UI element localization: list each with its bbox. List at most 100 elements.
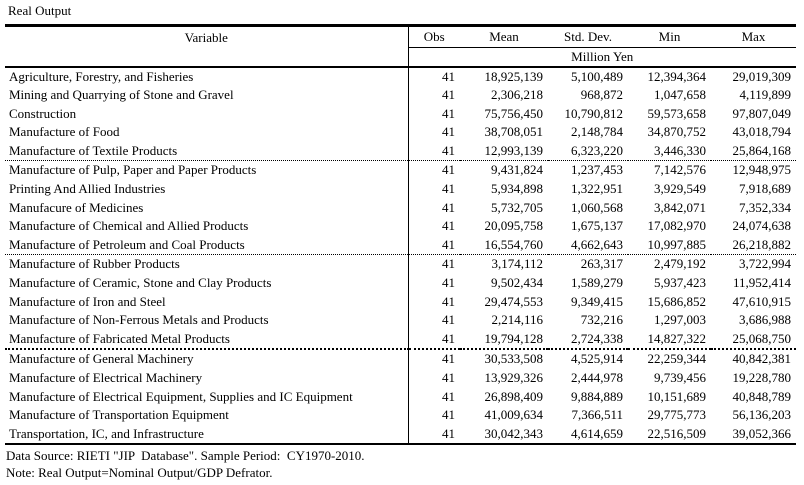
mean-cell: 16,554,760	[460, 235, 548, 256]
table-row: Manufacture of Fabricated Metal Products…	[5, 329, 796, 351]
obs-cell: 41	[407, 217, 460, 236]
table-row: Manufacture of Textile Products 41 12,993,…	[5, 141, 796, 162]
variable-cell: Manufacture of Transportation Equipment	[9, 407, 229, 423]
min-cell: 59,573,658	[647, 105, 707, 121]
mean-cell: 41,009,634	[484, 407, 544, 423]
obs-cell: 41	[407, 198, 460, 218]
std-dev-cell: 6,323,220	[548, 141, 628, 162]
std-dev-cell: 4,662,643	[548, 235, 628, 256]
mean-cell: 26,898,409	[484, 388, 544, 404]
min-cell: 7,142,576	[654, 162, 706, 178]
table-row: Construction 41 75,756,450 10,790,812 59,573…	[5, 104, 796, 124]
max-cell: 97,807,049	[732, 105, 792, 121]
max-cell: 7,352,334	[739, 199, 791, 215]
obs-cell: 41	[407, 86, 460, 105]
min-cell: 1,047,658	[654, 87, 706, 103]
min-cell: 1,297,003	[654, 312, 706, 328]
variable-cell: Manufacture of General Machinery	[9, 351, 194, 367]
table-row: Manufacture of Food 41 38,708,051 2,148,784…	[5, 123, 796, 142]
unit-header: Million Yen	[407, 47, 796, 67]
variable-cell: Manufacture of Chemical and Allied Produ…	[9, 218, 249, 234]
variable-cell: Manufacture of Petroleum and Coal Produc…	[5, 235, 408, 256]
table-row: Printing And Allied Industries 41 5,934,89…	[5, 180, 796, 199]
max-cell: 25,068,750	[711, 329, 796, 351]
std-dev-cell: 9,349,415	[571, 293, 623, 309]
table-row: Manufacture of Chemical and Allied Produ…	[5, 217, 796, 236]
variable-cell: Construction	[9, 105, 77, 121]
column-header-row: Variable Obs Mean Std. Dev. Min Max	[5, 25, 796, 48]
mean-cell: 9,431,824	[491, 162, 543, 178]
std-dev-cell: 9,884,889	[571, 388, 623, 404]
variable-cell: Manufacture of Fabricated Metal Products	[5, 329, 408, 351]
min-cell: 22,259,344	[647, 351, 707, 367]
max-cell: 19,228,780	[732, 370, 792, 385]
variable-cell: Manufacture of Electrical Equipment, Sup…	[9, 388, 353, 404]
std-dev-cell: 4,614,659	[571, 425, 623, 441]
min-cell: 29,775,773	[647, 407, 707, 423]
std-dev-cell: 2,148,784	[571, 124, 623, 140]
table-row: Manufacture of Rubber Products 41 3,174,11…	[5, 254, 796, 275]
obs-cell: 41	[407, 292, 460, 312]
std-dev-cell: 5,100,489	[548, 65, 628, 87]
max-cell: 29,019,309	[711, 65, 796, 87]
column-header-variable: Variable	[184, 30, 228, 45]
table-row: Transportation, IC, and Infrastructure 41…	[5, 424, 796, 445]
obs-cell: 41	[407, 254, 460, 275]
std-dev-cell: 1,060,568	[571, 199, 623, 215]
table-row: Manufacture of Pulp, Paper and Paper Pro…	[5, 160, 796, 181]
mean-cell: 5,934,898	[491, 181, 543, 197]
max-cell: 56,136,203	[732, 407, 792, 423]
footer-data-source: Data Source: RIETI "JIP Database". Sampl…	[6, 448, 365, 464]
min-cell: 15,686,852	[647, 293, 707, 309]
max-cell: 47,610,915	[732, 293, 792, 309]
std-dev-cell: 4,525,914	[571, 351, 623, 367]
variable-cell: Printing And Allied Industries	[9, 181, 166, 197]
obs-cell: 41	[407, 329, 460, 351]
obs-cell: 41	[407, 123, 460, 142]
variable-cell: Agriculture, Forestry, and Fisheries	[5, 65, 408, 87]
mean-cell: 30,533,508	[484, 351, 544, 367]
max-cell: 7,918,689	[739, 181, 791, 197]
variable-cell: Manufacture of Non-Ferrous Metals and Pr…	[9, 312, 269, 328]
variable-cell: Manufacture of Ceramic, Stone and Clay P…	[9, 275, 272, 291]
obs-cell: 41	[407, 235, 460, 256]
table-body: Agriculture, Forestry, and Fisheries 41 18…	[5, 65, 796, 445]
min-cell: 3,929,549	[654, 181, 706, 197]
obs-cell: 41	[407, 180, 460, 199]
min-cell: 14,827,322	[628, 329, 711, 351]
obs-cell: 41	[407, 65, 460, 87]
table-row: Manufacture of Non-Ferrous Metals and Pr…	[5, 311, 796, 330]
variable-cell: Manufacture of Iron and Steel	[9, 293, 166, 309]
max-cell: 24,074,638	[732, 218, 792, 234]
obs-cell: 41	[407, 274, 460, 293]
table-row: Manufacture of General Machinery 41 30,533…	[5, 349, 796, 369]
footer-note: Note: Real Output=Nominal Output/GDP Def…	[6, 465, 273, 481]
mean-cell: 5,732,705	[491, 199, 543, 215]
obs-cell: 41	[407, 141, 460, 162]
table-row: Manufacture of Petroleum and Coal Produc…	[5, 235, 796, 256]
variable-cell: Manufacture of Pulp, Paper and Paper Pro…	[9, 162, 257, 178]
max-cell: 11,952,414	[732, 275, 791, 291]
table-notes: Data Source: RIETI "JIP Database". Sampl…	[6, 447, 804, 481]
min-cell: 3,842,071	[654, 199, 706, 215]
max-cell: 40,842,381	[732, 351, 792, 367]
max-cell: 12,948,975	[732, 162, 792, 178]
obs-cell: 41	[407, 369, 460, 388]
std-dev-cell: 1,675,137	[571, 218, 623, 234]
obs-cell: 41	[407, 349, 460, 369]
column-header-obs: Obs	[407, 25, 460, 48]
min-cell: 10,997,885	[628, 235, 711, 256]
mean-cell: 13,929,326	[484, 370, 544, 385]
table-row: Agriculture, Forestry, and Fisheries 41 18…	[5, 65, 796, 87]
min-cell: 9,739,456	[654, 370, 706, 385]
variable-cell: Manufacture of Rubber Products	[9, 256, 180, 272]
mean-cell: 2,214,116	[491, 312, 543, 328]
std-dev-cell: 263,317	[580, 256, 623, 272]
table-header: Variable Obs Mean Std. Dev. Min Max Mill…	[5, 25, 796, 67]
variable-cell: Transportation, IC, and Infrastructure	[9, 425, 204, 441]
table-row: Manufacture of Electrical Machinery 41 13,…	[5, 369, 796, 388]
max-cell: 4,119,899	[739, 87, 791, 103]
mean-cell: 75,756,450	[484, 105, 544, 121]
obs-cell: 41	[407, 104, 460, 124]
max-cell: 26,218,882	[711, 235, 796, 256]
